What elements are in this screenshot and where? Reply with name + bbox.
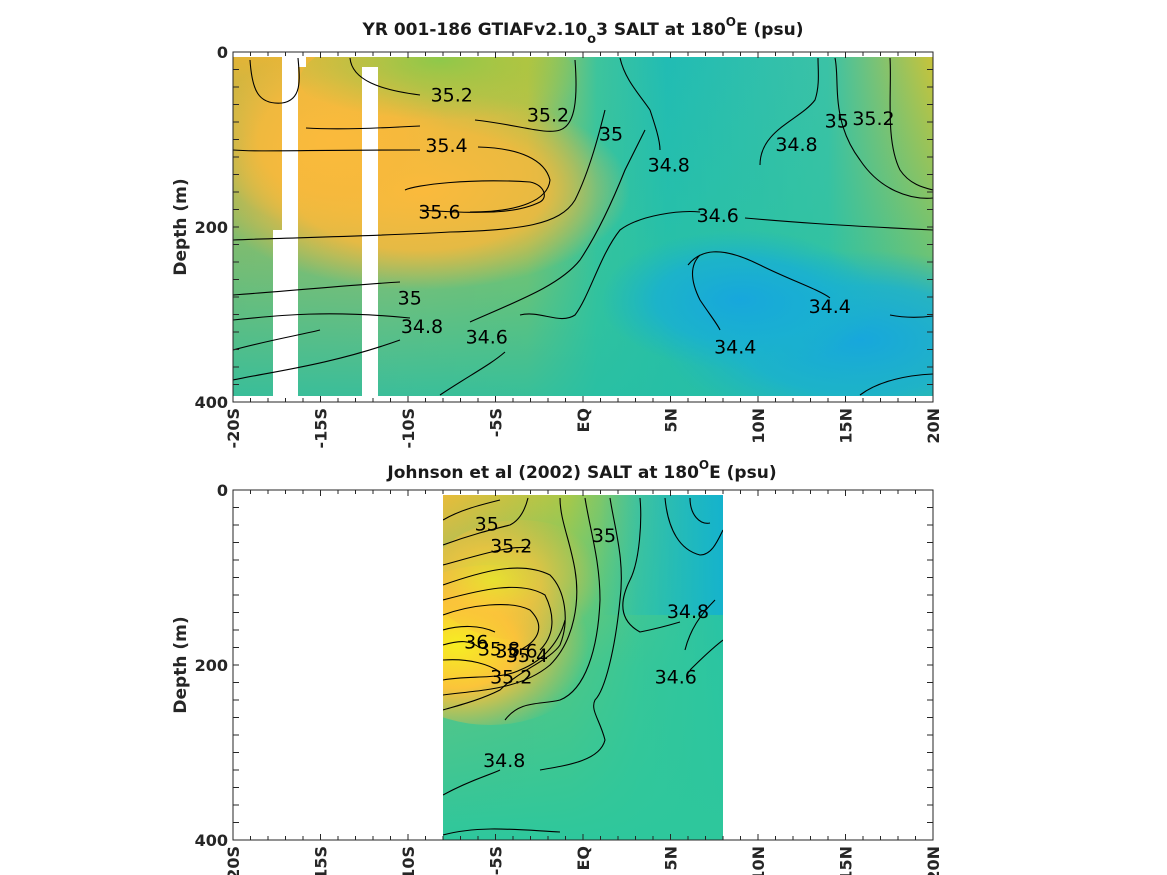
x-tick-label: 15N (837, 408, 856, 444)
x-tick-label: 15N (837, 846, 856, 875)
top-contours (233, 57, 933, 396)
x-tick-label: -5S (487, 846, 506, 875)
y-tick-label: 200 (195, 218, 228, 237)
contour-label: 35.2 (431, 84, 473, 106)
x-tick-label: -5S (487, 408, 506, 437)
contour-label: 35.2 (490, 667, 532, 689)
y-tick-label: 0 (217, 481, 228, 500)
x-tick-label: 5N (662, 408, 681, 433)
contour-label: 35.4 (506, 645, 548, 667)
contour-label: 35 (825, 111, 849, 133)
bottom-color-field (443, 490, 723, 840)
contour-label: 35.8 (478, 639, 520, 661)
top-y-axis-label: Depth (m) (171, 178, 191, 275)
x-tick-label: EQ (574, 846, 593, 871)
contour-label: 36 (464, 632, 488, 654)
y-tick-label: 0 (217, 43, 228, 62)
x-tick-label: EQ (574, 408, 593, 433)
y-tick-label: 200 (195, 656, 228, 675)
top-panel: YR 001-186 GTIAFv2.10o3 SALT at 180OE (p… (171, 15, 943, 448)
top-color-field (233, 52, 933, 402)
contour-label: 34.4 (714, 336, 756, 358)
bottom-y-axis-label: Depth (m) (171, 616, 191, 713)
contour-label: 35.4 (425, 135, 467, 157)
y-tick-label: 400 (195, 831, 228, 850)
contour-label: 35.2 (490, 535, 532, 557)
bottom-x-tick-labels: -20S -15S -10S -5S EQ 5N 10N 15N 20N (224, 846, 943, 875)
x-tick-label: 5N (662, 846, 681, 871)
contour-label: 34.6 (697, 205, 739, 227)
contour-label: 34.8 (648, 154, 690, 176)
contour-label: 35.2 (527, 104, 569, 126)
x-tick-label: -10S (399, 408, 418, 448)
contour-label: 35 (592, 525, 616, 547)
contour-label: 34.6 (655, 667, 697, 689)
x-tick-label: -20S (224, 846, 243, 875)
contour-label: 35 (599, 124, 623, 146)
top-ticks (232, 51, 934, 403)
bottom-title: Johnson et al (2002) SALT at 180OE (psu) (386, 458, 776, 483)
x-tick-label: -15S (312, 408, 331, 448)
bottom-ticks (232, 489, 934, 841)
x-tick-label: -15S (312, 846, 331, 875)
contour-label: 35.6 (495, 640, 537, 662)
contour-label: 34.4 (809, 296, 851, 318)
contour-label: 35.2 (852, 108, 894, 130)
contour-label: 34.6 (466, 327, 508, 349)
x-tick-label: -10S (399, 846, 418, 875)
bottom-panel: Johnson et al (2002) SALT at 180OE (psu) (171, 458, 943, 875)
top-title: YR 001-186 GTIAFv2.10o3 SALT at 180OE (p… (362, 15, 804, 47)
x-tick-label: 10N (749, 846, 768, 875)
x-tick-label: -20S (224, 408, 243, 448)
top-x-tick-labels: -20S -15S -10S -5S EQ 5N 10N 15N 20N (224, 408, 943, 448)
bottom-contours (443, 497, 723, 836)
contour-label: 34.8 (667, 601, 709, 623)
x-tick-label: 10N (749, 408, 768, 444)
y-tick-label: 400 (195, 393, 228, 412)
contour-label: 35 (475, 514, 499, 536)
contour-label: 35.6 (418, 202, 460, 224)
top-y-tick-labels: 0 200 400 (195, 43, 228, 412)
contour-label: 35 (398, 287, 422, 309)
contour-label: 34.8 (775, 134, 817, 156)
bottom-y-tick-labels: 0 200 400 (195, 481, 228, 850)
x-tick-label: 20N (924, 408, 943, 444)
contour-label: 34.8 (401, 316, 443, 338)
x-tick-label: 20N (924, 846, 943, 875)
contour-label: 34.8 (483, 750, 525, 772)
